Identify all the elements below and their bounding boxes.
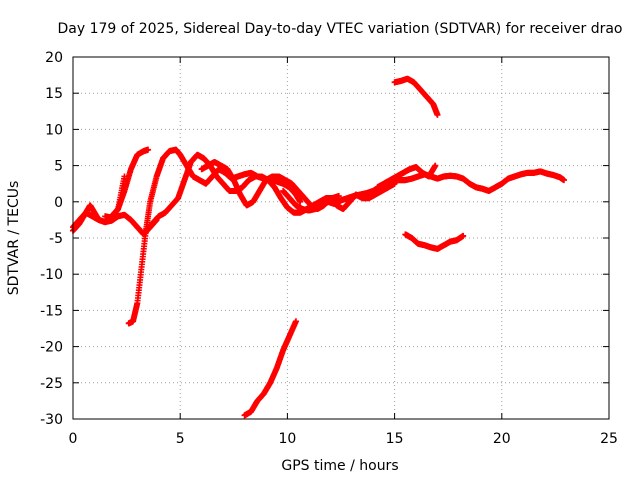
axis-ticks — [72, 56, 610, 420]
y-tick-label: 10 — [45, 122, 63, 138]
data-point — [297, 198, 304, 205]
y-tick-label: -20 — [40, 340, 63, 356]
data-point — [434, 111, 441, 118]
series-track-7 — [280, 168, 567, 214]
x-axis-label: GPS time / hours — [281, 458, 398, 474]
data-point — [335, 193, 342, 200]
x-tick-label: 0 — [69, 431, 78, 447]
y-tick-labels: -30 -25 -20 -15 -10 -5 0 5 10 15 20 — [40, 50, 63, 428]
y-axis-label: SDTVAR / TECUs — [6, 181, 22, 296]
x-tick-label: 25 — [600, 431, 618, 447]
series-track-9 — [391, 75, 441, 118]
series-track-11 — [241, 318, 299, 419]
y-tick-label: -30 — [40, 412, 63, 428]
y-tick-label: 20 — [45, 50, 63, 66]
x-tick-labels: 0 5 10 15 20 25 — [69, 431, 618, 447]
series-track-10 — [402, 231, 467, 252]
y-tick-label: -25 — [40, 376, 63, 392]
x-tick-label: 20 — [493, 431, 511, 447]
x-tick-label: 10 — [278, 431, 296, 447]
y-tick-label: -5 — [49, 231, 63, 247]
y-tick-label: -15 — [40, 303, 63, 319]
y-tick-label: 0 — [54, 195, 63, 211]
chart-title: Day 179 of 2025, Sidereal Day-to-day VTE… — [57, 21, 622, 37]
data-point — [560, 177, 567, 184]
y-tick-label: 5 — [54, 159, 63, 175]
series-track-5 — [142, 151, 342, 234]
data-point — [145, 146, 152, 153]
data-points — [70, 75, 567, 419]
y-tick-label: 15 — [45, 86, 63, 102]
data-point — [460, 232, 467, 239]
x-tick-label: 15 — [386, 431, 404, 447]
data-point — [432, 162, 439, 169]
x-tick-label: 5 — [176, 431, 185, 447]
data-point — [292, 318, 299, 325]
series-track-8 — [374, 162, 439, 191]
y-tick-label: -10 — [40, 267, 63, 283]
series-track-3 — [102, 146, 152, 221]
